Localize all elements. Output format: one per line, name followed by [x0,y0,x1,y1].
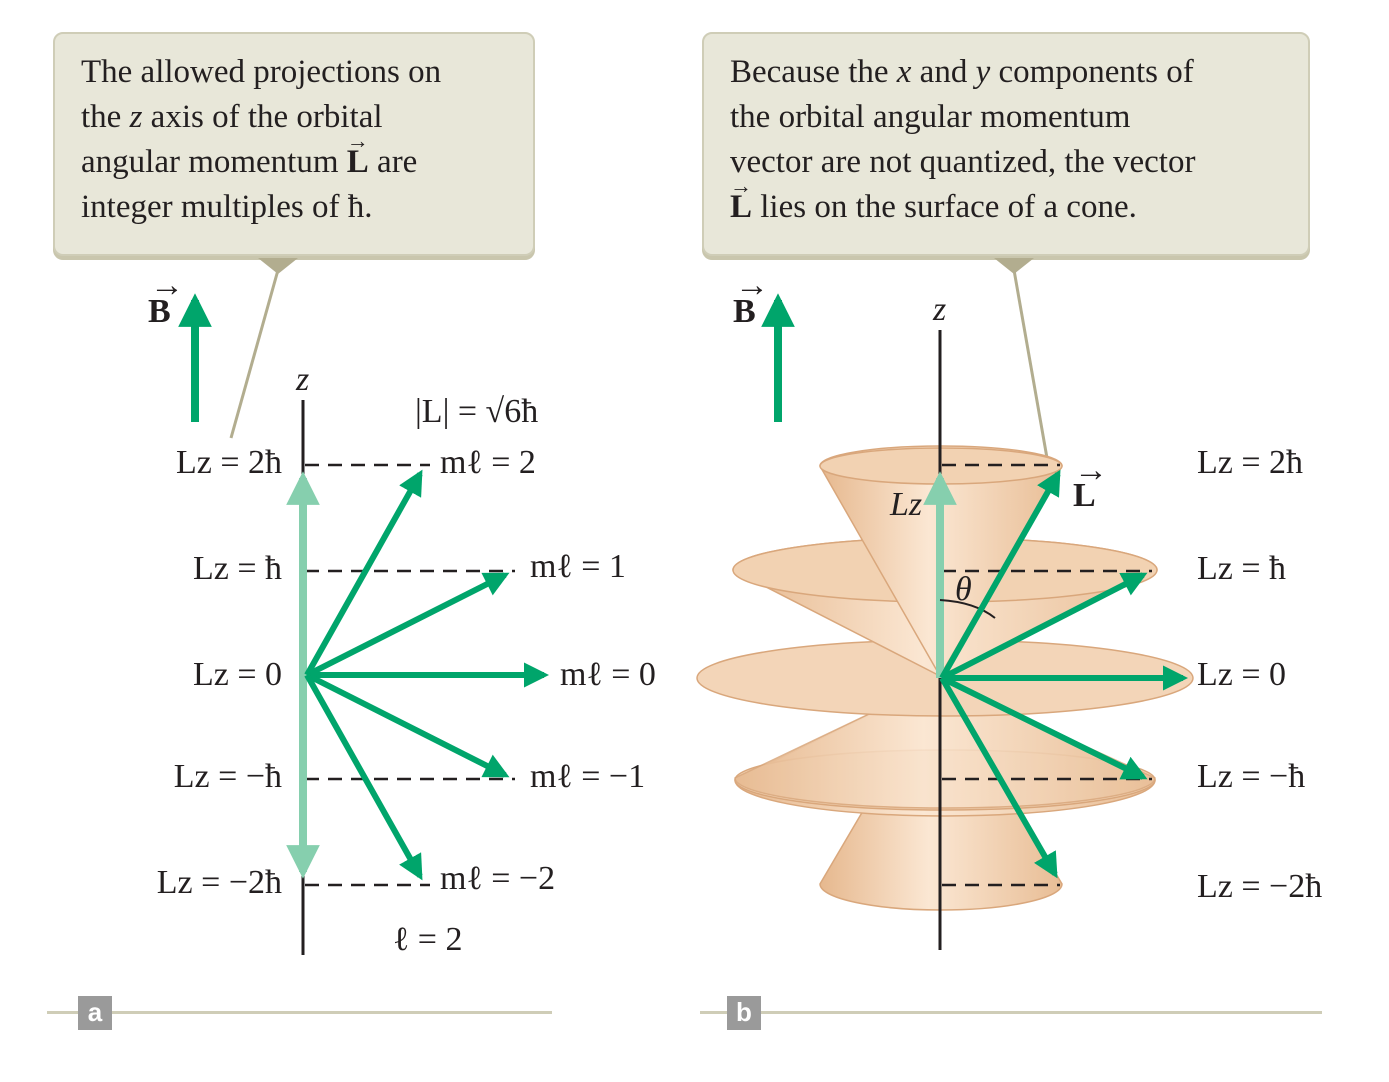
l-vector-ml-neg1 [305,672,510,778]
z-axis-label-b: z [932,291,946,328]
callout-b-line-3: vector are not quantized, the vector [730,144,1196,180]
callout-a-line-2: the z axis of the orbital [81,99,383,135]
b-field-label-a: B [148,293,171,330]
callout-a-line-1: The allowed projections on [81,54,442,90]
callout-panel-b: Because the x and y components of the or… [702,32,1310,256]
callout-pointer-b [994,258,1049,459]
l-vector-b-ml-neg2 [939,676,1058,879]
lz-label-a-0: Lz = 2ħ [176,444,282,481]
callout-pointer-a [229,258,298,439]
callout-panel-a: The allowed projections on the z axis of… [53,32,535,256]
ml-label-0: mℓ = 0 [560,656,656,693]
lz-label-a-1: Lz = ħ [193,550,282,587]
l-vector-b-ml-1 [940,572,1148,681]
vector-L-symbol: L [347,118,369,185]
lz-label-b-1: Lz = ħ [1197,550,1286,587]
callout-b-line-2: the orbital angular momentum [730,99,1131,135]
b-field-label-b: B [733,293,756,330]
magnitude-label: |L| = √6ħ [415,393,538,430]
lz-label-a-3: Lz = −ħ [174,758,282,795]
panel-b-rule [700,1011,1322,1014]
callout-b-line-1: Because the x and y components of [730,54,1194,90]
theta-arc [939,599,996,619]
lz-inner-label: Lz [889,486,922,523]
ell-label: ℓ = 2 [393,921,462,958]
panel-b-tag: b [727,996,761,1030]
l-vector-b-ml-2 [939,469,1061,680]
panel-b-diagram: B → z [696,267,1322,950]
l-vector-ml-2 [304,469,423,677]
ml-label-neg2: mℓ = −2 [440,860,555,897]
vector-L-symbol-b: L [730,163,752,230]
panel-a-tag: a [78,996,112,1030]
lz-label-b-3: Lz = −ħ [1197,758,1305,795]
l-vector-ml-neg2 [304,673,423,881]
ml-label-neg1: mℓ = −1 [530,758,645,795]
callout-a-line-3: angular momentum L are [81,118,513,185]
lz-label-b-2: Lz = 0 [1197,656,1286,693]
vector-L-label-b: L [1073,477,1096,514]
theta-label: θ [955,571,972,608]
panel-a-rule [47,1011,552,1014]
z-axis-label-a: z [295,361,309,398]
lz-label-a-4: Lz = −2ħ [157,864,282,901]
l-vector-ml-1 [305,572,510,678]
lz-label-a-2: Lz = 0 [193,656,282,693]
l-vector-b-ml-neg1 [940,675,1148,780]
callout-a-line-4: integer multiples of ħ. [81,189,373,225]
svg-text:→: → [150,267,184,304]
lz-label-b-0: Lz = 2ħ [1197,444,1303,481]
ml-label-2: mℓ = 2 [440,444,536,481]
svg-text:→: → [1074,452,1108,489]
ml-label-1: mℓ = 1 [530,548,626,585]
svg-text:→: → [735,267,769,304]
lz-label-b-4: Lz = −2ħ [1197,868,1322,905]
panel-a-diagram: B → z |L| = √6ħ Lz = 2ħ Lz = ħ Lz = 0 Lz… [148,267,656,958]
callout-b-line-4: L lies on the surface of a cone. [730,163,1288,230]
